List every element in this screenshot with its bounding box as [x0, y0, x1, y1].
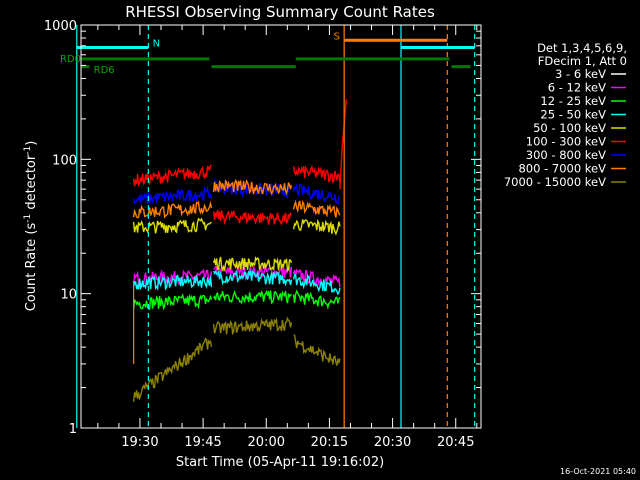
x-tick-label-19:30: 19:30 — [121, 435, 158, 450]
series-800-7000keV-segment-2 — [292, 199, 341, 218]
series-800-7000keV-segment-1 — [212, 178, 293, 196]
series-100-300keV-segment-0 — [132, 164, 212, 188]
legend-label-7: 800 - 7000 keV — [518, 162, 606, 176]
series-7000-15000keV-segment-0 — [132, 337, 213, 402]
series-100-300keV-segment-2 — [292, 165, 341, 185]
x-tick-label-20:00: 20:00 — [248, 435, 285, 450]
series-3-6keV-segment-0 — [132, 317, 212, 339]
series-300-800keV-segment-0 — [132, 185, 213, 205]
series-7000-15000keV-segment-1 — [212, 316, 293, 336]
status-label-s: S — [334, 31, 340, 42]
series-50-100keV-segment-1 — [212, 255, 293, 273]
legend-label-5: 100 - 300 keV — [526, 135, 606, 149]
series-7000-15000keV-segment-2 — [293, 334, 341, 366]
series-25-50keV-segment-0 — [132, 274, 213, 291]
status-label-rd0: RD0 — [60, 54, 81, 65]
series-25-50keV-segment-2 — [292, 273, 341, 296]
series-50-100keV-segment-2 — [292, 218, 341, 236]
legend-header-1: FDecim 1, Att 0 — [538, 54, 627, 68]
x-tick-label-20:30: 20:30 — [374, 435, 411, 450]
series-25-50keV-segment-1 — [212, 269, 293, 287]
status-bars: N S RD0 RD6 — [60, 25, 476, 428]
legend-header-0: Det 1,3,4,5,6,9, — [537, 41, 627, 55]
y-tick-label-1000: 1000 — [44, 19, 77, 34]
series-800-7000keV-segment-0 — [132, 200, 213, 219]
legend-label-8: 7000 - 15000 keV — [504, 175, 606, 189]
plot-data — [132, 99, 347, 402]
series-12-25keV-segment-0 — [132, 293, 213, 311]
generated-timestamp: 16-Oct-2021 05:40 — [560, 467, 636, 476]
x-tick-label-19:45: 19:45 — [184, 435, 221, 450]
legend-label-1: 6 - 12 keV — [548, 81, 606, 95]
legend: Det 1,3,4,5,6,9,FDecim 1, Att 03 - 6 keV… — [504, 41, 627, 189]
x-tick-label-20:45: 20:45 — [437, 435, 474, 450]
x-axis-label: Start Time (05-Apr-11 19:16:02) — [176, 455, 384, 470]
series-100-300keV-segment-1 — [212, 209, 293, 226]
y-tick-label-1: 1 — [69, 422, 77, 437]
legend-label-6: 300 - 800 keV — [526, 148, 606, 162]
x-tick-label-20:15: 20:15 — [311, 435, 348, 450]
axes: 1 10 100 1000 19:30 19:45 20:00 20:15 20:30 20:45 — [44, 19, 481, 450]
legend-label-3: 25 - 50 keV — [540, 108, 606, 122]
status-label-n: N — [153, 39, 160, 50]
series-300-800keV-segment-2 — [292, 183, 341, 206]
series-3-6keV-segment-2 — [292, 317, 341, 334]
legend-label-4: 50 - 100 keV — [533, 121, 606, 135]
y-axis-label: Count Rate (s-1 detector-1) — [23, 141, 39, 312]
status-label-rd6: RD6 — [94, 65, 115, 76]
flare-peak — [339, 99, 347, 190]
legend-label-2: 12 - 25 keV — [540, 94, 606, 108]
series-12-25keV-segment-1 — [213, 289, 292, 305]
series-6-12keV-segment-2 — [292, 268, 341, 288]
series-50-100keV-segment-0 — [132, 217, 212, 234]
legend-label-0: 3 - 6 keV — [555, 67, 606, 81]
plot-frame — [80, 24, 482, 429]
y-tick-label-10: 10 — [60, 288, 77, 303]
y-tick-label-100: 100 — [52, 153, 77, 168]
series-12-25keV-segment-2 — [292, 289, 341, 310]
chart-title: RHESSI Observing Summary Count Rates — [125, 3, 435, 21]
